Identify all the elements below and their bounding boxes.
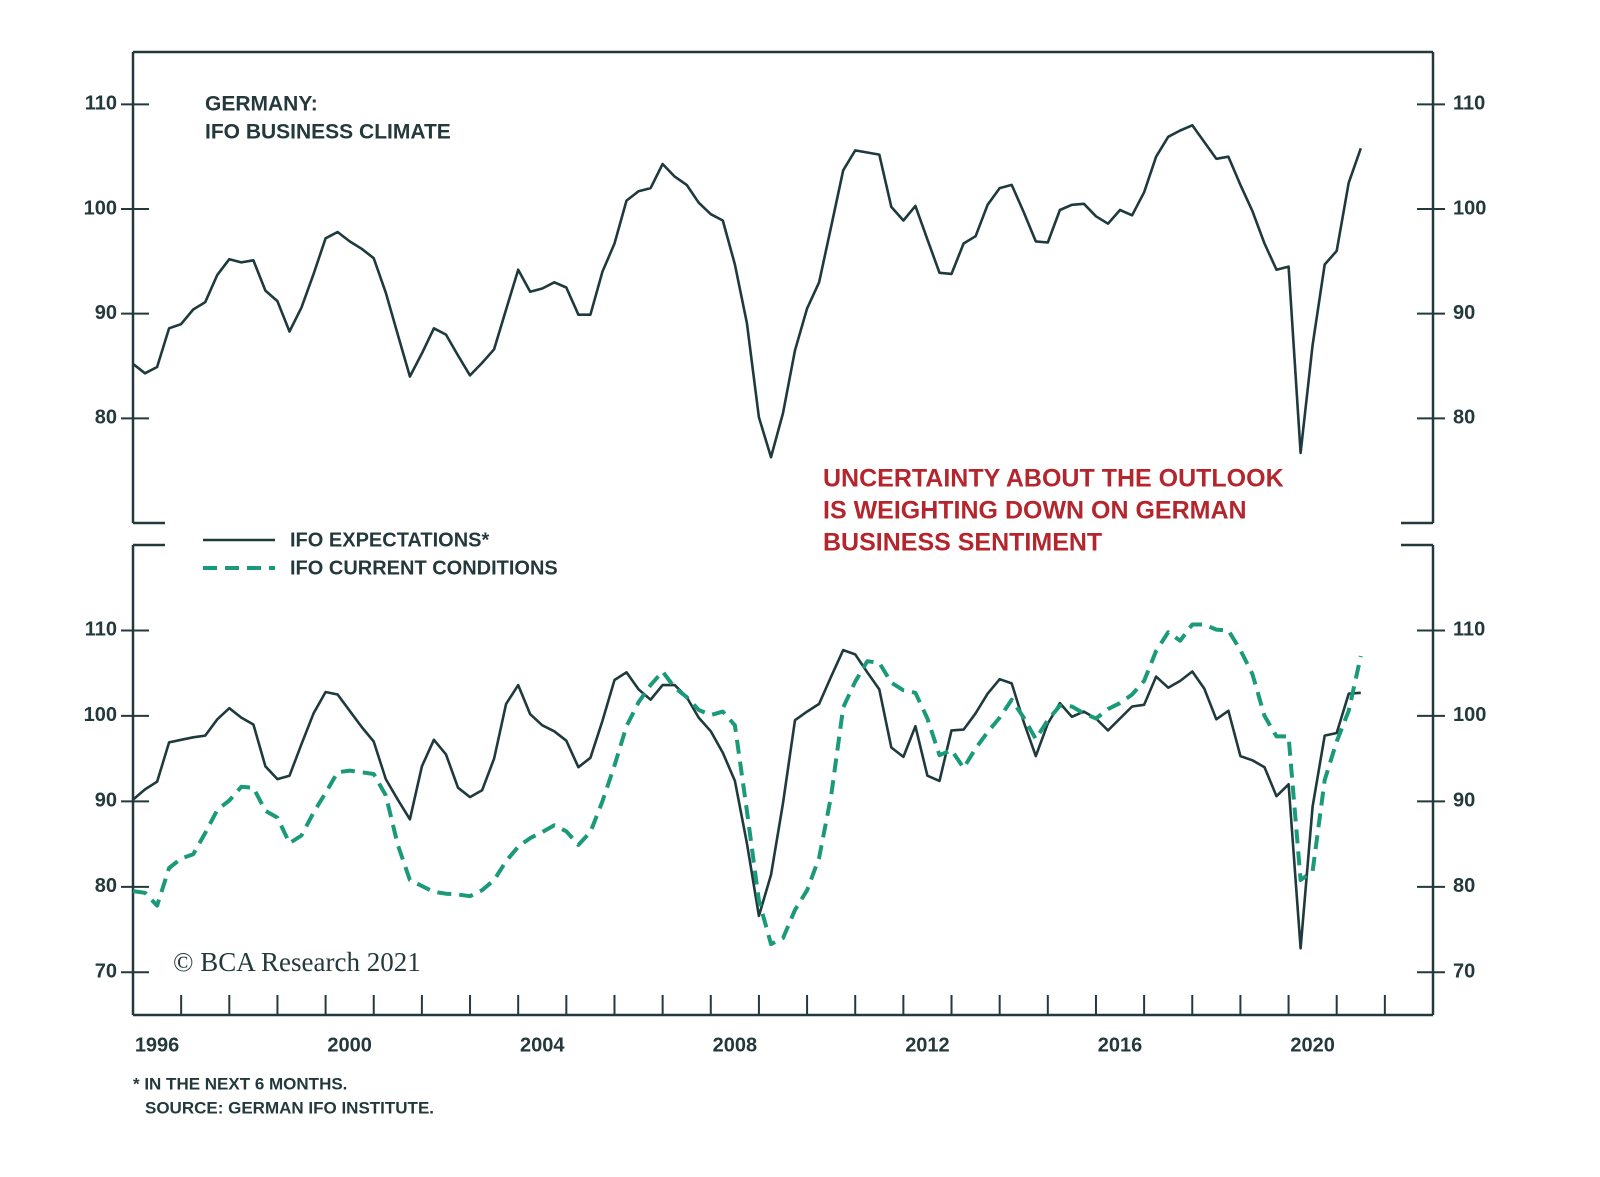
- y2-tick-label: 80: [1453, 875, 1475, 897]
- y2-tick-label: 90: [1453, 302, 1475, 324]
- annotation: BUSINESS SENTIMENT: [823, 529, 1102, 557]
- y-tick-label: 90: [95, 790, 117, 812]
- y2-tick-label: 70: [1453, 961, 1475, 983]
- y-tick-label: 110: [85, 619, 117, 641]
- x-tick-label: 1996: [135, 1034, 180, 1056]
- y-tick-label: 100: [84, 704, 117, 726]
- chart-title: GERMANY:: [205, 93, 318, 116]
- annotation: IS WEIGHTING DOWN ON GERMAN: [823, 497, 1247, 525]
- legend-label: IFO EXPECTATIONS*: [290, 529, 489, 551]
- y-tick-label: 70: [95, 961, 117, 983]
- watermark: © BCA Research 2021: [173, 947, 421, 977]
- y2-tick-label: 100: [1453, 197, 1486, 219]
- y2-tick-label: 80: [1453, 407, 1475, 429]
- x-tick-label: 2000: [327, 1034, 372, 1056]
- x-tick-label: 2008: [713, 1034, 758, 1056]
- data-line: [132, 622, 1363, 947]
- data-line: [132, 648, 1361, 950]
- x-tick-label: 2020: [1290, 1034, 1335, 1056]
- y-tick-label: 100: [84, 197, 117, 219]
- source-note: SOURCE: GERMAN IFO INSTITUTE.: [145, 1098, 434, 1117]
- data-line: [132, 124, 1363, 459]
- x-tick-label: 2016: [1098, 1034, 1143, 1056]
- footnote: * IN THE NEXT 6 MONTHS.: [133, 1074, 347, 1093]
- y2-tick-label: 90: [1453, 790, 1475, 812]
- y-tick-label: 80: [95, 875, 117, 897]
- x-tick-label: 2012: [905, 1034, 950, 1056]
- y2-tick-label: 110: [1453, 619, 1485, 641]
- y-tick-label: 80: [95, 407, 117, 429]
- y2-tick-label: 110: [1453, 93, 1485, 115]
- y2-tick-label: 100: [1453, 704, 1486, 726]
- legend-label: IFO CURRENT CONDITIONS: [290, 557, 558, 579]
- annotation: UNCERTAINTY ABOUT THE OUTLOOK: [823, 465, 1284, 493]
- y-tick-label: 110: [85, 93, 117, 115]
- y-tick-label: 90: [95, 302, 117, 324]
- x-tick-label: 2004: [520, 1034, 565, 1056]
- chart-title: IFO BUSINESS CLIMATE: [205, 121, 451, 144]
